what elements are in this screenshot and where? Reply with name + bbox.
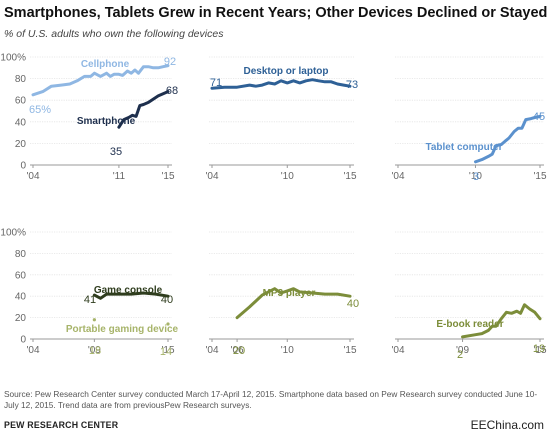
- chart-panel-2: '04 '10 '15 Desktop or laptop 71 73: [205, 56, 358, 182]
- y-tick-label: 0: [20, 335, 26, 346]
- series-line: [235, 287, 352, 320]
- chart-panel-5: '04 '06 '10 '15 MP3 player 20 40: [205, 231, 359, 357]
- y-tick-label: 20: [15, 139, 27, 150]
- series-name-label: Game console: [94, 285, 163, 296]
- chart-panel-1: 0 20 40 60 80 100% '04 '11 '15 Cellphone 65% 92 Smar…: [0, 53, 178, 183]
- data-label-end: 40: [161, 294, 173, 306]
- x-tick-label: '09: [88, 345, 101, 356]
- x-tick-label: '11: [113, 171, 126, 182]
- watermark: EEChina.com: [470, 418, 544, 432]
- y-tick-label: 0: [20, 161, 26, 172]
- x-tick-label: '10: [469, 171, 482, 182]
- series-line: [92, 291, 170, 300]
- source-note: Source: Pew Research Center survey condu…: [4, 389, 538, 410]
- series-point: [166, 322, 170, 326]
- series-name-label: MP3 player: [263, 288, 316, 299]
- y-tick-label: 80: [15, 74, 27, 85]
- x-tick-label: '04: [391, 345, 404, 356]
- series-line: [210, 78, 352, 90]
- x-tick-label: '04: [205, 345, 218, 356]
- series-name-label: Cellphone: [81, 59, 130, 70]
- data-label-end: 68: [166, 85, 178, 97]
- series-line: [117, 90, 170, 129]
- y-tick-label: 40: [15, 117, 27, 128]
- x-tick-label: '10: [281, 171, 294, 182]
- x-tick-label: '15: [161, 345, 174, 356]
- data-label-end: 40: [347, 298, 359, 310]
- chart-panel-6: '04 '09 '15 E-book reader 2 19: [391, 231, 547, 361]
- org-credit: PEW RESEARCH CENTER: [4, 420, 119, 430]
- x-tick-label: '10: [281, 345, 294, 356]
- data-label-start: 3: [473, 171, 479, 183]
- series-name-label: Tablet computer: [425, 142, 502, 153]
- y-tick-label: 100%: [0, 53, 26, 64]
- series-point: [92, 318, 96, 322]
- y-tick-label: 60: [15, 96, 27, 107]
- x-tick-label: '15: [161, 171, 174, 182]
- series-line: [461, 303, 542, 339]
- series-name-label: Portable gaming device: [66, 324, 179, 335]
- data-label-start: 20: [233, 345, 245, 357]
- x-tick-label: '04: [205, 171, 218, 182]
- data-label-start: 18: [89, 345, 101, 357]
- chart-title: Smartphones, Tablets Grew in Recent Year…: [4, 5, 550, 21]
- series-line: [31, 64, 170, 97]
- x-tick-label: '09: [456, 345, 469, 356]
- y-tick-label: 80: [15, 249, 27, 260]
- y-tick-label: 100%: [0, 228, 26, 239]
- y-tick-label: 60: [15, 270, 27, 281]
- x-tick-label: '06: [231, 345, 244, 356]
- data-label-end: 92: [164, 56, 176, 68]
- series-name-label: Smartphone: [77, 116, 136, 127]
- x-tick-label: '15: [343, 171, 356, 182]
- data-label-end: 73: [346, 79, 358, 91]
- data-label-start: 2: [457, 349, 463, 361]
- x-tick-label: '15: [533, 171, 546, 182]
- data-label-start: 71: [210, 77, 222, 89]
- chart-subtitle: % of U.S. adults who own the following d…: [4, 28, 224, 40]
- data-label-end: 14: [160, 346, 172, 358]
- y-tick-label: 40: [15, 292, 27, 303]
- data-label-start: 41: [84, 294, 96, 306]
- x-tick-label: '15: [533, 345, 546, 356]
- series-name-label: E-book reader: [436, 319, 503, 330]
- y-tick-label: 20: [15, 313, 27, 324]
- data-label-start: 65%: [29, 104, 51, 116]
- chart-panel-3: '04 '10 '15 Tablet computer 3 45: [391, 56, 547, 183]
- data-label-start: 35: [110, 146, 122, 158]
- data-label-end: 19: [533, 343, 545, 355]
- series-name-label: Desktop or laptop: [243, 66, 328, 77]
- x-tick-label: '15: [343, 345, 356, 356]
- data-label-end: 45: [533, 111, 545, 123]
- x-tick-label: '04: [26, 345, 39, 356]
- x-tick-label: '04: [26, 171, 39, 182]
- series-line: [474, 114, 542, 164]
- x-tick-label: '04: [391, 171, 404, 182]
